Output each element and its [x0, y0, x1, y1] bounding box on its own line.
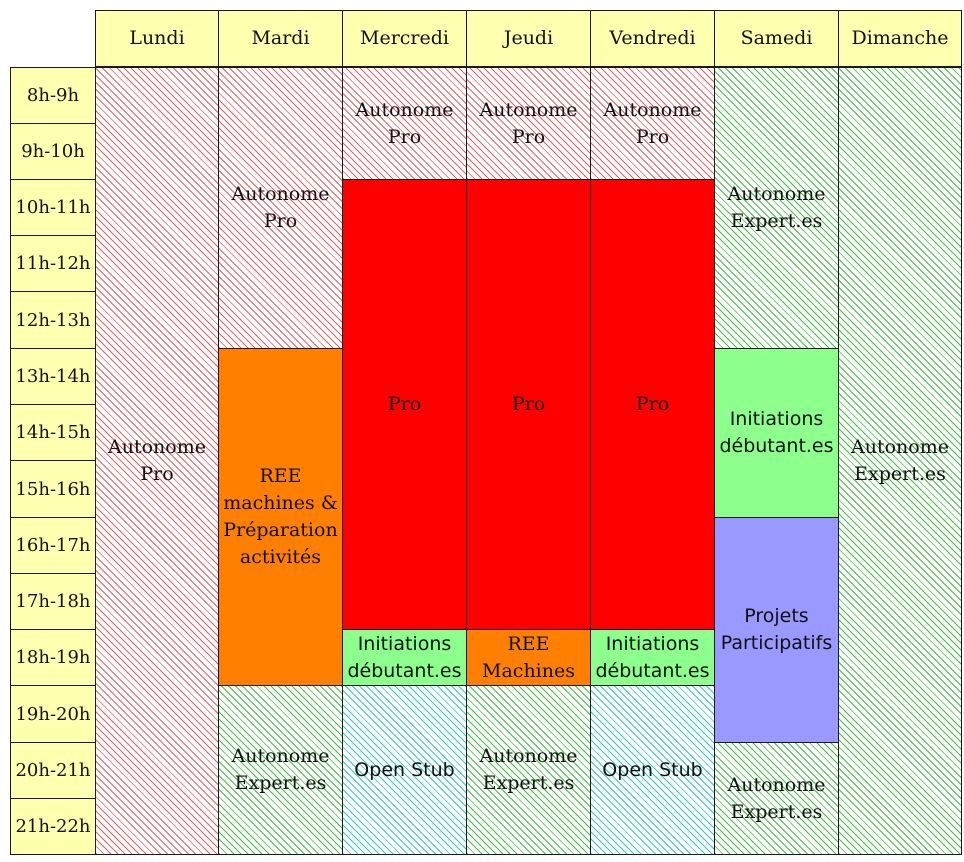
block-label: Open Stub	[602, 758, 703, 781]
time-text: 10h-11h	[15, 197, 91, 218]
time-text: 17h-18h	[15, 591, 91, 612]
time-text: 12h-13h	[15, 309, 91, 331]
time-slot-label: 13h-14h	[10, 348, 96, 405]
block-samedi-autonome-expert-am: Autonome Expert.es	[714, 67, 839, 349]
block-label: Initiations débutant.es	[719, 408, 834, 457]
day-header-lundi: Lundi	[95, 10, 219, 67]
time-text: 14h-15h	[15, 422, 91, 443]
block-mercredi-pro: Pro	[342, 179, 467, 630]
time-slot-label: 14h-15h	[10, 404, 96, 461]
block-label: Autonome Pro	[355, 98, 454, 148]
day-header-dimanche: Dimanche	[838, 10, 962, 67]
day-label: Dimanche	[851, 27, 949, 49]
block-mardi-ree: REE machines & Préparation activités	[218, 348, 343, 686]
block-mercredi-initiations: Initiations débutant.es	[342, 629, 467, 686]
block-label: REE machines & Préparation activités	[223, 465, 338, 568]
time-slot-label: 17h-18h	[10, 573, 96, 630]
time-text: 15h-16h	[15, 478, 91, 500]
time-slot-label: 21h-22h	[10, 798, 96, 855]
day-label: Vendredi	[609, 27, 696, 49]
block-label: Initiations débutant.es	[347, 632, 462, 682]
block-jeudi-ree: REE Machines	[466, 629, 591, 686]
block-samedi-projets: Projets Participatifs	[714, 517, 839, 743]
block-label: Autonome Expert.es	[727, 183, 826, 232]
block-mardi-autonome-pro: Autonome Pro	[218, 67, 343, 349]
time-slot-label: 10h-11h	[10, 179, 96, 236]
time-slot-label: 12h-13h	[10, 291, 96, 349]
block-label: Autonome Expert.es	[479, 745, 578, 794]
block-label: Autonome Pro	[603, 98, 702, 148]
day-header-vendredi: Vendredi	[590, 10, 715, 67]
time-text: 8h-9h	[26, 85, 80, 106]
block-jeudi-autonome-expert: Autonome Expert.es	[466, 685, 591, 855]
block-label: Autonome Pro	[231, 183, 330, 232]
day-header-mardi: Mardi	[218, 10, 343, 67]
time-slot-label: 16h-17h	[10, 517, 96, 574]
time-text: 19h-20h	[15, 703, 91, 725]
day-label: Samedi	[740, 27, 813, 49]
block-label: Autonome Expert.es	[727, 773, 826, 823]
block-vendredi-pro: Pro	[590, 179, 715, 630]
block-label: Autonome Pro	[108, 436, 206, 485]
day-header-jeudi: Jeudi	[466, 10, 591, 67]
block-label: Open Stub	[354, 758, 455, 781]
block-label: Autonome Expert.es	[231, 745, 330, 794]
block-label: Autonome Expert.es	[851, 436, 949, 485]
block-vendredi-autonome-pro: Autonome Pro	[590, 67, 715, 180]
day-label: Lundi	[129, 27, 185, 49]
time-text: 16h-17h	[15, 535, 91, 556]
time-text: 18h-19h	[15, 647, 91, 668]
block-jeudi-autonome-pro: Autonome Pro	[466, 67, 591, 180]
time-text: 9h-10h	[21, 141, 85, 162]
block-mercredi-open-stub: Open Stub	[342, 685, 467, 855]
block-label: Pro	[511, 393, 546, 415]
time-slot-label: 9h-10h	[10, 123, 96, 180]
day-header-samedi: Samedi	[714, 10, 839, 67]
time-slot-label: 18h-19h	[10, 629, 96, 686]
block-mercredi-autonome-pro: Autonome Pro	[342, 67, 467, 180]
day-header-mercredi: Mercredi	[342, 10, 467, 67]
time-slot-label: 20h-21h	[10, 742, 96, 799]
block-vendredi-initiations: Initiations débutant.es	[590, 629, 715, 686]
time-slot-label: 11h-12h	[10, 235, 96, 292]
block-samedi-initiations: Initiations débutant.es	[714, 348, 839, 518]
block-label: REE Machines	[482, 632, 575, 682]
block-label: Autonome Pro	[479, 98, 578, 148]
time-slot-label: 19h-20h	[10, 685, 96, 743]
block-lundi-autonome-pro: Autonome Pro	[95, 67, 219, 855]
time-slot-label: 8h-9h	[10, 67, 96, 124]
block-vendredi-open-stub: Open Stub	[590, 685, 715, 855]
block-label: Pro	[635, 393, 670, 415]
block-samedi-autonome-expert-pm: Autonome Expert.es	[714, 742, 839, 855]
time-text: 13h-14h	[15, 366, 91, 387]
day-label: Mercredi	[360, 27, 449, 49]
block-dimanche-autonome-expert: Autonome Expert.es	[838, 67, 962, 855]
block-jeudi-pro: Pro	[466, 179, 591, 630]
time-text: 21h-22h	[15, 816, 91, 837]
block-label: Pro	[387, 393, 422, 415]
time-slot-label: 15h-16h	[10, 460, 96, 518]
day-label: Jeudi	[503, 27, 554, 49]
time-text: 20h-21h	[15, 760, 91, 781]
time-text: 11h-12h	[15, 253, 91, 274]
block-mardi-autonome-expert: Autonome Expert.es	[218, 685, 343, 855]
block-label: Initiations débutant.es	[595, 632, 710, 682]
block-label: Projets Participatifs	[720, 605, 833, 654]
day-label: Mardi	[251, 27, 310, 49]
